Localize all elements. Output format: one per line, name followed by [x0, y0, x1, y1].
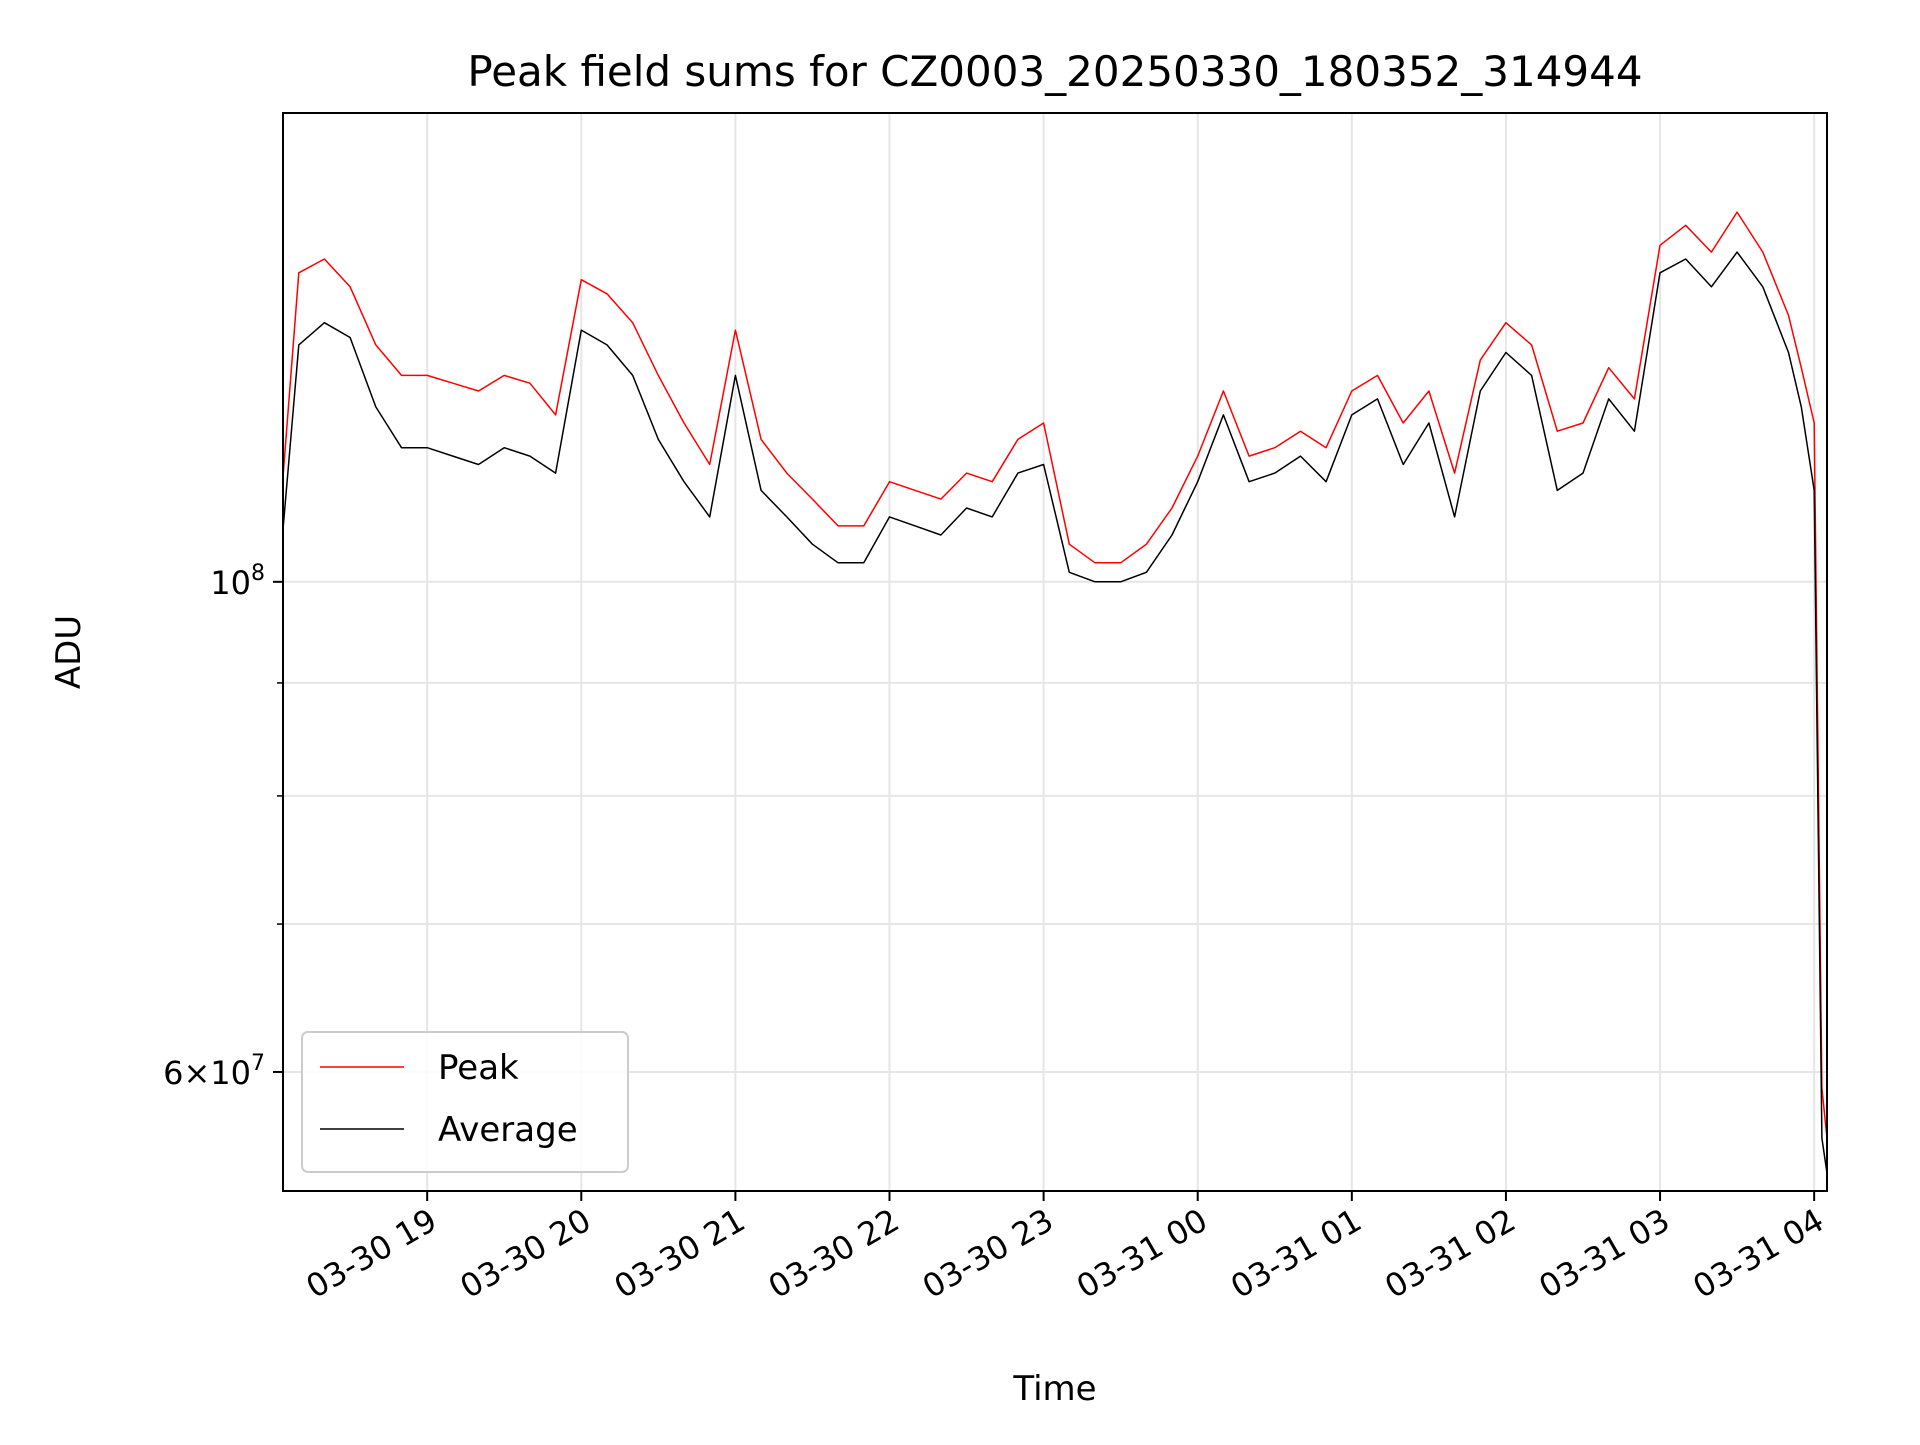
legend: Peak Average — [301, 1031, 629, 1173]
y-tick-label: 108 — [210, 561, 265, 602]
chart-title: Peak field sums for CZ0003_20250330_1803… — [467, 47, 1642, 96]
y-axis-label: ADU — [49, 615, 89, 689]
x-axis-label: Time — [1012, 1369, 1096, 1409]
y-tick-label: 6×107 — [163, 1051, 265, 1092]
plot-frame — [282, 112, 1828, 1192]
legend-label-average: Average — [438, 1110, 578, 1150]
series-line-peak — [283, 211, 1827, 1139]
grid — [283, 113, 1827, 1191]
y-axis: 108 6×107 — [163, 561, 283, 1092]
series-layer — [283, 211, 1827, 1174]
series-line-average — [283, 251, 1827, 1174]
legend-label-peak: Peak — [438, 1048, 519, 1088]
